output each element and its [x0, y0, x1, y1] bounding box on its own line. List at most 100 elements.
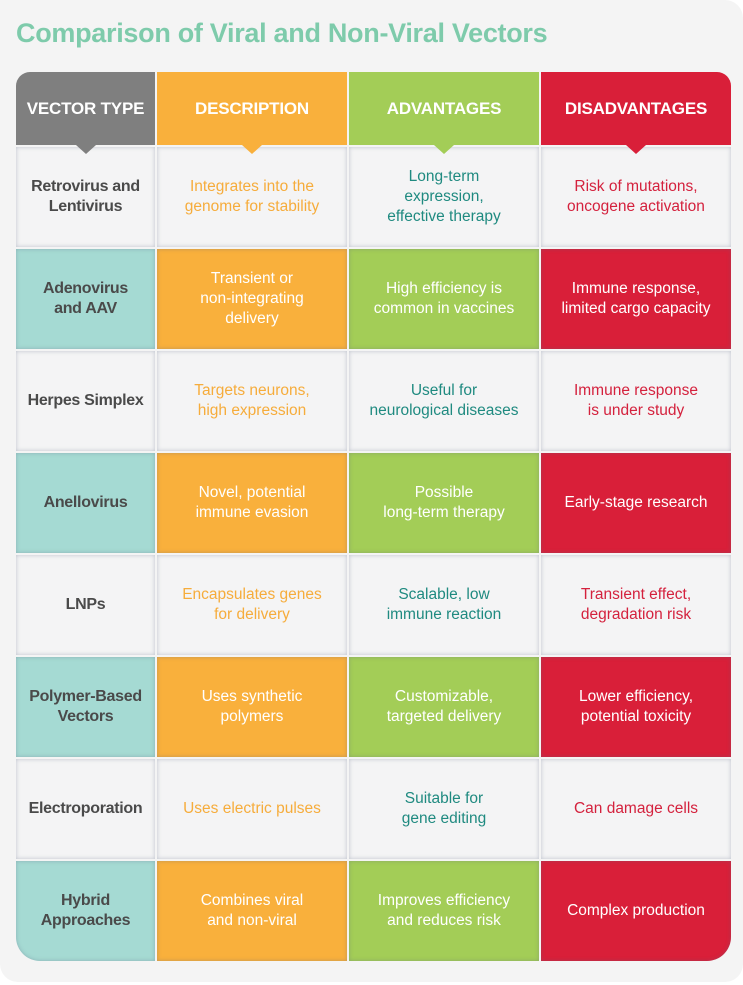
pointer-notch-icon [434, 145, 454, 154]
text-line: Early-stage research [564, 494, 708, 511]
cell-text: Targets neurons, high expression [194, 381, 309, 421]
cell-text: LNPs [66, 595, 106, 615]
cell-advantages: Possible long-term therapy [349, 453, 539, 553]
text-line: Uses synthetic [201, 688, 303, 705]
pointer-notch-icon [626, 145, 646, 154]
header-label: VECTOR TYPE [26, 98, 145, 118]
text-line: Electroporation [28, 800, 143, 817]
pointer-notch-icon [75, 145, 96, 154]
cell-vector-type: Adenovirus and AAV [16, 249, 155, 349]
cell-text: Anellovirus [44, 493, 128, 513]
cell-text: Suitable for gene editing [402, 789, 486, 829]
cell-text: Herpes Simplex [28, 391, 144, 411]
text-line: High efficiency is [385, 280, 502, 297]
cell-description: Targets neurons, high expression [157, 351, 347, 451]
cell-advantages: Useful for neurological diseases [349, 351, 539, 451]
text-line: limited cargo capacity [561, 300, 711, 317]
text-line: oncogene activation [567, 198, 705, 215]
cell-advantages: Improves efficiency and reduces risk [349, 861, 539, 961]
text-line: Polymer-Based [29, 688, 142, 705]
text-line: common in vaccines [373, 300, 515, 317]
text-line: Immune response, [571, 280, 701, 297]
cell-vector-type: Electroporation [16, 759, 155, 859]
cell-text: Immune response is under study [574, 381, 698, 421]
header-label: DESCRIPTION [195, 98, 309, 118]
text-line: Adenovirus [42, 280, 129, 297]
text-line: Improves efficiency [377, 892, 511, 909]
text-line: effective therapy [387, 208, 501, 225]
cell-text: Hybrid Approaches [41, 891, 131, 931]
text-line: Uses electric pulses [183, 800, 321, 817]
text-line: and non-viral [207, 912, 297, 929]
text-line: delivery [225, 310, 279, 327]
cell-description: Transient or non-integrating delivery [157, 249, 347, 349]
cell-disadvantages: Complex production [541, 861, 731, 961]
cell-disadvantages: Transient effect, degradation risk [541, 555, 731, 655]
cell-text: Risk of mutations, oncogene activation [567, 177, 705, 217]
text-line: Suitable for [404, 790, 484, 807]
cell-text: Long-term expression, effective therapy [387, 167, 500, 227]
text-line: Integrates into the [189, 178, 315, 195]
cell-description: Integrates into the genome for stability [157, 147, 347, 247]
text-line: Encapsulates genes [182, 586, 322, 603]
cell-text: Combines viral and non-viral [201, 891, 304, 931]
text-line: polymers [220, 708, 284, 725]
cell-description: Uses electric pulses [157, 759, 347, 859]
text-line: Herpes Simplex [27, 392, 144, 409]
header-advantages: ADVANTAGES [349, 72, 539, 154]
cell-vector-type: Hybrid Approaches [16, 861, 155, 961]
text-line: long-term therapy [383, 504, 505, 521]
cell-disadvantages: Early-stage research [541, 453, 731, 553]
text-line: high expression [197, 402, 307, 419]
cell-description: Encapsulates genes for delivery [157, 555, 347, 655]
text-line: is under study [587, 402, 685, 419]
text-line: Lower efficiency, [578, 688, 693, 705]
cell-text: Uses synthetic polymers [202, 687, 303, 727]
cell-advantages: Suitable for gene editing [349, 759, 539, 859]
cell-text: Customizable, targeted delivery [387, 687, 502, 727]
cell-text: Can damage cells [574, 799, 698, 819]
cell-text: Early-stage research [564, 493, 707, 513]
cell-disadvantages: Risk of mutations, oncogene activation [541, 147, 731, 247]
cell-text: Novel, potential immune evasion [196, 483, 309, 523]
cell-vector-type: Retrovirus and Lentivirus [16, 147, 155, 247]
text-line: expression, [404, 188, 484, 205]
cell-disadvantages: Immune response is under study [541, 351, 731, 451]
text-line: Possible [414, 484, 474, 501]
text-line: targeted delivery [386, 708, 502, 725]
text-line: immune reaction [386, 606, 502, 623]
cell-text: Lower efficiency, potential toxicity [579, 687, 693, 727]
text-line: Transient effect, [580, 586, 692, 603]
header-description: DESCRIPTION [157, 72, 347, 154]
text-line: Anellovirus [43, 494, 128, 511]
comparison-table: VECTOR TYPE DESCRIPTION ADVANTAGES DISAD… [16, 72, 731, 961]
cell-text: Integrates into the genome for stability [185, 177, 319, 217]
cell-text: Polymer-Based Vectors [29, 687, 142, 727]
text-line: genome for stability [184, 198, 320, 215]
text-line: Retrovirus and [31, 178, 140, 195]
cell-vector-type: Polymer-Based Vectors [16, 657, 155, 757]
text-line: Can damage cells [573, 800, 699, 817]
cell-advantages: Long-term expression, effective therapy [349, 147, 539, 247]
cell-text: Transient or non-integrating delivery [200, 269, 303, 329]
cell-text: Scalable, low immune reaction [387, 585, 502, 625]
cell-text: Possible long-term therapy [383, 483, 504, 523]
header-label: DISADVANTAGES [564, 98, 708, 118]
cell-advantages: Scalable, low immune reaction [349, 555, 539, 655]
cell-disadvantages: Immune response, limited cargo capacity [541, 249, 731, 349]
text-line: non-integrating [200, 290, 304, 307]
text-line: Novel, potential [198, 484, 306, 501]
text-line: Scalable, low [398, 586, 490, 603]
cell-text: High efficiency is common in vaccines [374, 279, 514, 319]
text-line: Combines viral [200, 892, 304, 909]
text-line: Customizable, [394, 688, 494, 705]
text-line: degradation risk [580, 606, 692, 623]
text-line: Complex production [567, 902, 705, 919]
text-line: and reduces risk [387, 912, 501, 929]
cell-description: Uses synthetic polymers [157, 657, 347, 757]
text-line: Useful for [410, 382, 478, 399]
text-line: and AAV [54, 300, 117, 317]
cell-text: Retrovirus and Lentivirus [31, 177, 140, 217]
page-title: Comparison of Viral and Non-Viral Vector… [16, 18, 548, 48]
